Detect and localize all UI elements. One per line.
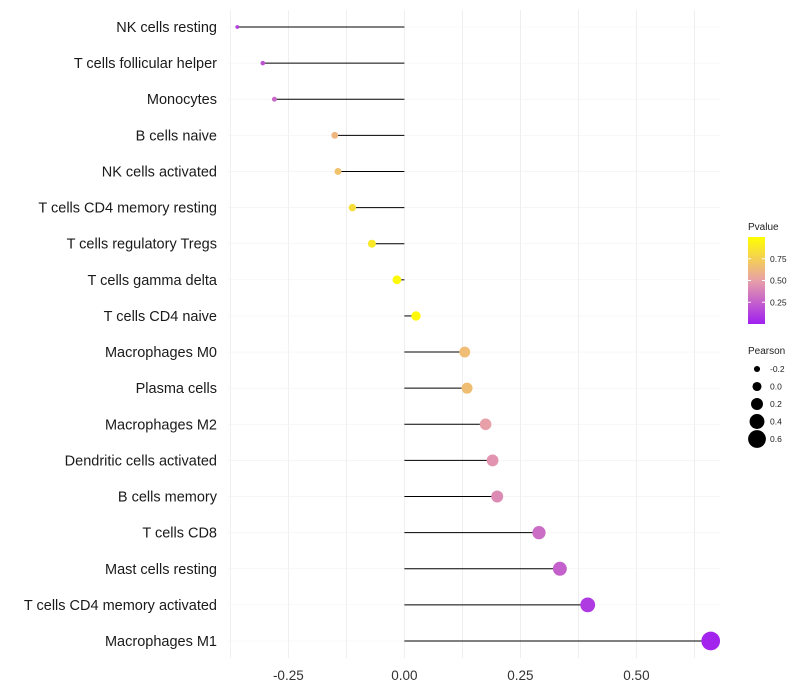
lollipop-point <box>348 203 357 212</box>
category-label: Plasma cells <box>136 381 217 397</box>
category-label: T cells gamma delta <box>88 273 218 289</box>
category-label: T cells CD4 memory resting <box>38 201 217 217</box>
category-label: T cells CD4 naive <box>104 309 217 325</box>
lollipop-point <box>260 60 266 66</box>
lollipop-point <box>235 25 240 29</box>
colorbar-tick-label: 0.50 <box>770 276 787 286</box>
lollipop-point <box>271 96 277 102</box>
grid-lines <box>228 10 720 658</box>
lollipop-point <box>479 418 492 431</box>
lollipop-point <box>486 454 499 467</box>
category-label: B cells naive <box>136 128 217 144</box>
lollipop-point <box>552 561 567 576</box>
pearson-legend-dot <box>753 365 761 373</box>
lollipop-stems <box>237 26 711 642</box>
lollipop-point <box>367 239 376 248</box>
lollipop-point <box>461 382 473 394</box>
category-label: T cells regulatory Tregs <box>67 237 217 253</box>
pearson-legend-dot <box>749 414 765 429</box>
lollipop-point <box>701 631 721 651</box>
category-label: NK cells resting <box>116 20 217 36</box>
pvalue-legend: Pvalue 0.25 0.50 0.75 <box>748 222 787 324</box>
pearson-legend-label: 0.2 <box>770 399 782 409</box>
category-label: Macrophages M1 <box>105 634 217 650</box>
category-label: Macrophages M2 <box>105 417 217 433</box>
category-label: T cells CD4 memory activated <box>24 598 217 614</box>
x-tick-label: 0.50 <box>623 668 649 683</box>
lollipop-point <box>580 597 596 613</box>
category-label: Monocytes <box>147 92 217 108</box>
lollipop-point <box>459 346 471 358</box>
pearson-legend-label: 0.6 <box>770 434 782 444</box>
pvalue-legend-title: Pvalue <box>748 222 779 233</box>
lollipop-point <box>411 311 421 321</box>
lollipop-point <box>392 275 402 285</box>
lollipop-point <box>532 526 546 540</box>
category-label: B cells memory <box>118 490 218 506</box>
x-tick-label: 0.00 <box>391 668 417 683</box>
pearson-legend: Pearson -0.2 0.0 0.2 0.4 0.6 <box>748 346 785 448</box>
lollipop-points <box>235 25 721 651</box>
pearson-legend-label: -0.2 <box>770 364 785 374</box>
colorbar-tick-label: 0.75 <box>770 254 787 264</box>
lollipop-point <box>491 490 504 503</box>
pearson-legend-dot <box>748 430 766 448</box>
category-label: NK cells activated <box>102 164 217 180</box>
category-label: Dendritic cells activated <box>65 453 217 469</box>
x-tick-label: 0.25 <box>507 668 533 683</box>
lollipop-point <box>334 167 342 175</box>
pearson-legend-dot <box>752 381 762 392</box>
pearson-legend-label: 0.0 <box>770 382 782 392</box>
colorbar-tick-label: 0.25 <box>770 297 787 307</box>
pearson-legend-dot <box>751 398 763 410</box>
category-label: Macrophages M0 <box>105 345 217 361</box>
category-label: T cells CD8 <box>142 526 217 542</box>
pearson-legend-title: Pearson <box>748 346 785 357</box>
category-label: Mast cells resting <box>105 562 217 578</box>
category-labels: NK cells resting T cells follicular helpe… <box>24 20 218 650</box>
x-tick-label: -0.25 <box>273 668 304 683</box>
pearson-legend-label: 0.4 <box>770 417 782 427</box>
x-axis-tick-labels: -0.25 0.00 0.25 0.50 <box>273 668 650 683</box>
lollipop-point <box>331 131 339 139</box>
category-label: T cells follicular helper <box>74 56 217 72</box>
pvalue-colorbar <box>748 237 765 324</box>
